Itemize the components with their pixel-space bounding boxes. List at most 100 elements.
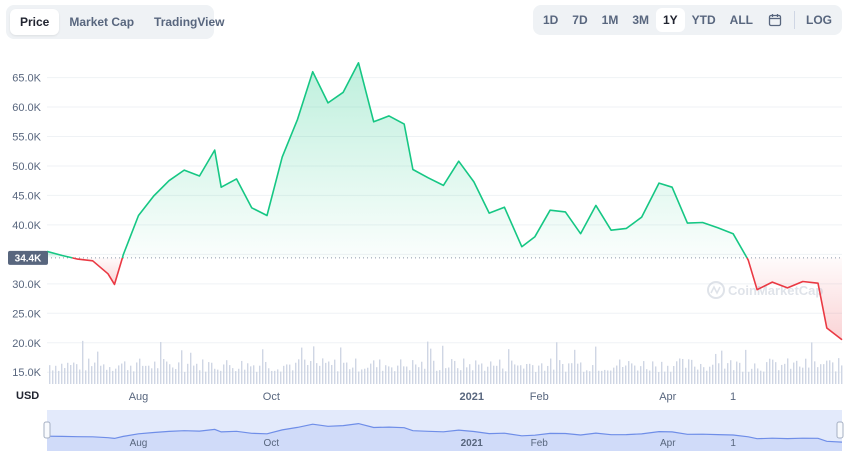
volume-bar: [520, 365, 522, 384]
volume-bar: [103, 364, 105, 384]
volume-bar: [805, 358, 807, 384]
volume-bar: [745, 349, 747, 384]
tab-tradingview[interactable]: TradingView: [154, 15, 225, 29]
volume-bar: [661, 361, 663, 384]
volume-bar: [304, 359, 306, 384]
volume-bar: [406, 366, 408, 384]
volume-bar: [124, 361, 126, 384]
volume-bar: [184, 371, 186, 384]
chart-type-tabs: Price Market Cap TradingView: [6, 5, 225, 39]
x-tick-label: 2021: [459, 391, 483, 403]
volume-bar: [433, 360, 435, 384]
volume-bar: [106, 369, 108, 384]
volume-bar: [547, 365, 549, 384]
volume-bar: [703, 367, 705, 384]
volume-bar: [154, 361, 156, 384]
range-tab-3m[interactable]: 3M: [632, 13, 649, 27]
volume-bar: [718, 363, 720, 384]
log-scale-toggle[interactable]: LOG: [806, 13, 832, 27]
volume-bar: [826, 360, 828, 384]
volume-bar: [640, 366, 642, 384]
volume-bar: [418, 367, 420, 384]
volume-bar: [274, 370, 276, 384]
range-tab-1m[interactable]: 1M: [601, 13, 619, 27]
volume-bar: [247, 363, 249, 384]
volume-bar: [292, 370, 294, 384]
area-above: [122, 62, 747, 258]
volume-bar: [415, 364, 417, 384]
volume-bar: [172, 367, 174, 384]
volume-bar: [529, 363, 531, 384]
volume-bar: [295, 362, 297, 384]
y-tick-label: 20.0K: [12, 338, 41, 350]
volume-bar: [262, 349, 264, 384]
volume-bar: [370, 363, 372, 384]
price-area: [47, 62, 842, 340]
volume-bar: [337, 371, 339, 384]
volume-bar: [802, 367, 804, 384]
volume-bar: [436, 370, 438, 384]
volume-bar: [493, 365, 495, 384]
volume-bar: [469, 364, 471, 384]
volume-bar: [544, 370, 546, 384]
volume-bar: [595, 346, 597, 384]
volume-bar: [772, 359, 774, 384]
volume-bar: [814, 361, 816, 384]
navigator-handle-right: [836, 421, 844, 439]
volume-bar: [817, 367, 819, 384]
volume-bar: [364, 368, 366, 384]
volume-bar: [376, 367, 378, 384]
navigator-handle-left: [43, 421, 51, 439]
volume-bar: [397, 365, 399, 384]
volume-bar: [178, 362, 180, 384]
x-tick-label: 1: [730, 391, 736, 403]
volume-bar: [724, 368, 726, 384]
volume-bar: [277, 369, 279, 384]
volume-bar: [796, 360, 798, 384]
y-tick-label: 40.0K: [12, 220, 41, 232]
volume-bar: [697, 369, 699, 384]
volume-bar: [613, 367, 615, 384]
volume-bar: [748, 371, 750, 384]
x-tick-label: Apr: [659, 391, 676, 403]
range-navigator[interactable]: Aug Oct 2021 Feb Apr 1: [43, 410, 844, 451]
volume-bar: [268, 368, 270, 384]
volume-bar: [517, 365, 519, 384]
volume-bar: [511, 360, 513, 384]
volume-bar: [394, 371, 396, 384]
range-tab-1y[interactable]: 1Y: [655, 8, 685, 32]
volume-bar: [310, 360, 312, 384]
volume-bar: [49, 365, 51, 384]
volume-bar: [316, 363, 318, 384]
volume-bar: [451, 359, 453, 384]
volume-bar: [490, 361, 492, 384]
tab-market-cap[interactable]: Market Cap: [69, 15, 135, 29]
volume-bar: [151, 368, 153, 384]
volume-bar: [499, 359, 501, 384]
range-tab-1d[interactable]: 1D: [542, 13, 559, 27]
volume-bar: [463, 358, 465, 384]
volume-bar: [715, 353, 717, 384]
range-tab-all[interactable]: ALL: [729, 13, 753, 27]
volume-bar: [838, 358, 840, 384]
range-tab-7d[interactable]: 7D: [572, 13, 588, 27]
price-line: [46, 62, 843, 341]
volume-bar: [631, 363, 633, 384]
volume-bar: [244, 369, 246, 384]
calendar-icon[interactable]: [760, 8, 790, 32]
y-tick-label: 45.0K: [12, 190, 41, 202]
volume-bar: [664, 371, 666, 384]
volume-bar: [241, 360, 243, 384]
volume-bar: [568, 363, 570, 384]
tab-price[interactable]: Price: [10, 9, 60, 35]
volume-bar: [577, 363, 579, 384]
volume-bar: [601, 370, 603, 384]
volume-bar: [445, 368, 447, 384]
volume-bar: [325, 362, 327, 384]
volume-bar: [136, 362, 138, 384]
volume-bar: [781, 364, 783, 384]
volume-bar: [760, 370, 762, 384]
volume-bar: [742, 371, 744, 384]
range-tab-ytd[interactable]: YTD: [691, 13, 716, 27]
